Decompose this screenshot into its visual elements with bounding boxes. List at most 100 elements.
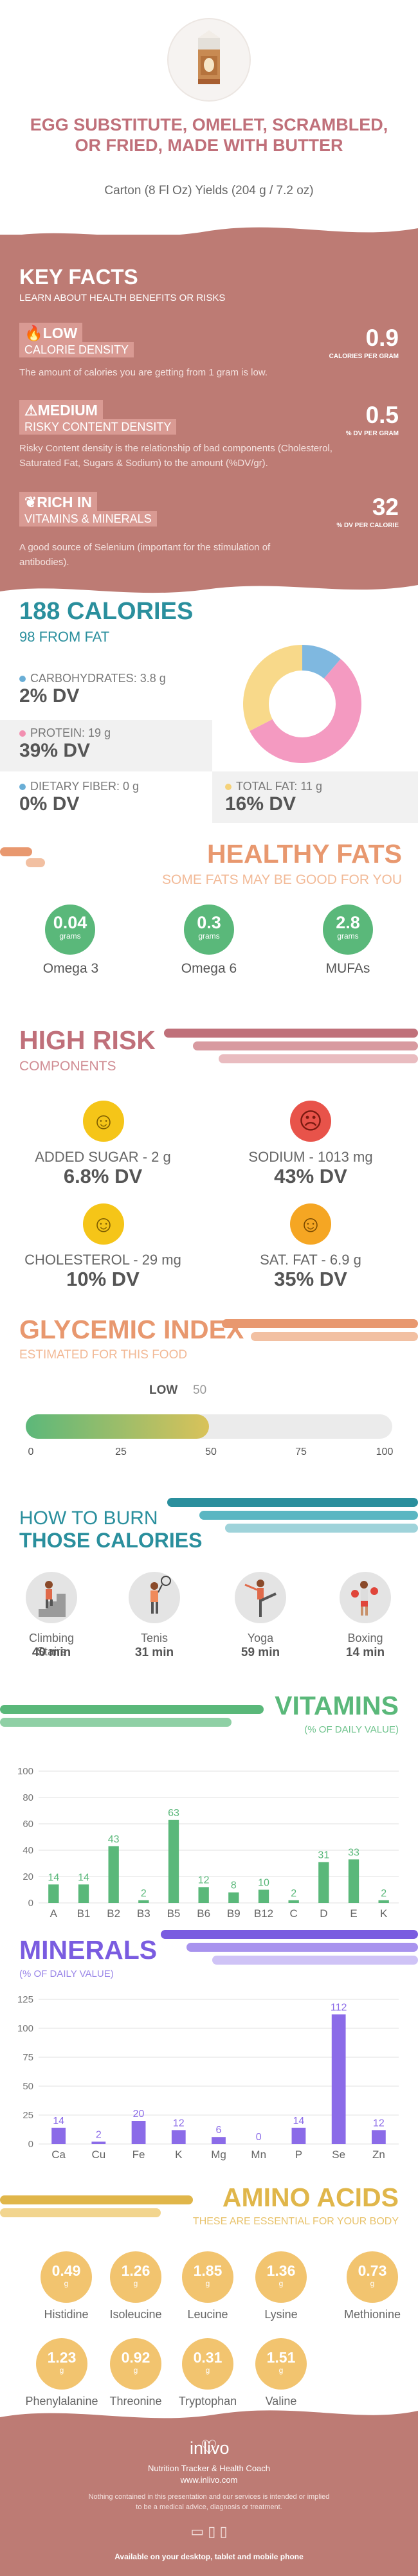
burn-title-2: THOSE CALORIES [19, 1529, 203, 1552]
donut-slice-fat [243, 645, 302, 731]
minerals-bar-chart: 0 25 50 75 100 125 14 Ca 2 Cu 20 Fe 12 K 6 Mg 0 Mn 14 P 112 S… [17, 1994, 399, 2161]
footer [0, 2424, 418, 2576]
calories-title: 188 CALORIES [19, 598, 194, 625]
bar-B5 [168, 1819, 179, 1903]
key-facts-title: KEY FACTS [19, 265, 138, 289]
bar-Cu [91, 2141, 106, 2144]
fact-vitamins-minerals: ❦RICH IN VITAMINS & MINERALS [19, 492, 157, 527]
y-tick-label: 0 [28, 1898, 33, 1909]
activity-name: Climbing Stairs [28, 1632, 75, 1658]
amino-unit: g [278, 2279, 284, 2288]
amino-value: 0.92 [121, 2349, 150, 2366]
bullet-icon [225, 784, 232, 790]
burn-title-1: HOW TO BURN [19, 1508, 158, 1529]
bar-K [171, 2130, 186, 2144]
bar-C [288, 1900, 299, 1903]
macronutrient-donut-chart [243, 645, 361, 763]
decor-stripe [251, 1332, 418, 1341]
bar-E [348, 1859, 359, 1903]
devices-icon: ▭ ▯ ▯ [190, 2523, 228, 2539]
x-category-label: Fe [132, 2148, 145, 2161]
brand-url[interactable]: www.inlivo.com [180, 2475, 238, 2485]
x-category-label: C [290, 1907, 298, 1920]
amino-name: Methionine [343, 2308, 401, 2321]
activity-minutes: 59 min [241, 1646, 280, 1659]
bar-value-label: 33 [348, 1847, 359, 1858]
amino-tryptophan-circle: 0.31 g [182, 2338, 233, 2390]
nutrient-fiber: DIETARY FIBER: 0 g 0% DV [19, 780, 212, 815]
minerals-title: MINERALS [19, 1935, 158, 1965]
decor-stripe [225, 1524, 418, 1533]
bar-value-label: 112 [331, 2002, 347, 2013]
fact-name: CALORIE DENSITY [19, 342, 134, 357]
bar-value-label: 2 [381, 1888, 386, 1899]
nutrient-dv: 2% DV [19, 685, 80, 707]
x-category-label: B2 [107, 1907, 120, 1920]
x-category-label: D [320, 1907, 327, 1920]
fact-level: 🔥LOW [19, 323, 83, 343]
activity-minutes: 31 min [134, 1646, 174, 1659]
bar-B6 [198, 1887, 209, 1903]
x-category-label: B12 [254, 1907, 273, 1920]
x-category-label: B6 [197, 1907, 210, 1920]
vitamins-title: VITAMINS [275, 1691, 399, 1720]
fact-level: ⚠MEDIUM [19, 400, 103, 420]
amino-name: Histidine [44, 2308, 89, 2321]
bar-P [291, 2127, 306, 2144]
flame-icon: 🔥 [24, 325, 43, 341]
amino-value: 1.85 [193, 2262, 223, 2279]
high-risk-title: HIGH RISK [19, 1025, 156, 1055]
y-tick-label: 125 [17, 1994, 33, 2005]
brand-name: inlivo [190, 2438, 230, 2458]
x-category-label: Cu [91, 2148, 105, 2161]
amino-value: 0.73 [358, 2262, 387, 2279]
risk-label: ADDED SUGAR - 2 g [35, 1149, 171, 1165]
decor-stripe [0, 847, 32, 856]
bar-value-label: 14 [78, 1872, 89, 1883]
amino-name: Threonine [109, 2395, 162, 2408]
decor-stripe [222, 1319, 418, 1328]
decor-stripe [161, 1930, 418, 1939]
bar-value-label: 8 [231, 1880, 237, 1891]
fact-description: The amount of calories you are getting f… [19, 367, 268, 378]
nutrient-dv: 16% DV [225, 793, 296, 815]
disclaimer-line-2: to be a medical advice, diagnosis or tre… [136, 2503, 282, 2511]
x-category-label: Mn [251, 2148, 266, 2161]
wave-divider [0, 575, 418, 593]
nutrient-carbohydrates: CARBOHYDRATES: 3.8 g 2% DV [19, 672, 212, 720]
amino-valine-circle: 1.51 g [255, 2338, 307, 2390]
amino-value: 1.23 [47, 2349, 77, 2366]
gi-tick: 50 [205, 1446, 217, 1457]
amino-isoleucine-circle: 1.26 g [110, 2251, 161, 2303]
amino-leucine-circle: 1.85 g [182, 2251, 233, 2303]
gi-tick: 0 [28, 1446, 34, 1457]
amino-unit: g [370, 2279, 375, 2288]
healthy-fats-subtitle: SOME FATS MAY BE GOOD FOR YOU [161, 872, 402, 887]
bar-A [48, 1884, 59, 1903]
bar-value-label: 10 [258, 1878, 269, 1889]
warning-icon: ⚠ [24, 402, 38, 419]
fact-risky-density: ⚠MEDIUM RISKY CONTENT DENSITY [19, 400, 177, 435]
bar-D [318, 1862, 329, 1903]
fact-value: 0.5 [365, 402, 399, 428]
bar-Fe [131, 2121, 146, 2144]
decor-stripe [199, 1511, 418, 1520]
bar-Se [331, 2014, 346, 2144]
y-tick-label: 60 [23, 1819, 33, 1830]
risk-dv: 10% DV [66, 1268, 140, 1290]
y-tick-label: 0 [28, 2139, 33, 2150]
bar-value-label: 43 [108, 1834, 120, 1845]
risk-label: SODIUM - 1013 mg [248, 1149, 373, 1165]
decor-stripe [0, 2195, 193, 2204]
brand-tagline: Nutrition Tracker & Health Coach [147, 2463, 271, 2473]
nutrient-row-bg [0, 720, 212, 771]
amino-histidine-circle: 0.49 g [41, 2251, 92, 2303]
decor-stripe [167, 1498, 418, 1507]
glycemic-bar-fill [26, 1414, 209, 1439]
donut-slice-protein [250, 659, 361, 763]
yoga-icon [235, 1572, 286, 1623]
bar-B3 [138, 1900, 149, 1903]
y-tick-label: 20 [23, 1871, 33, 1882]
donut-slice-carbohydrates [302, 645, 341, 679]
